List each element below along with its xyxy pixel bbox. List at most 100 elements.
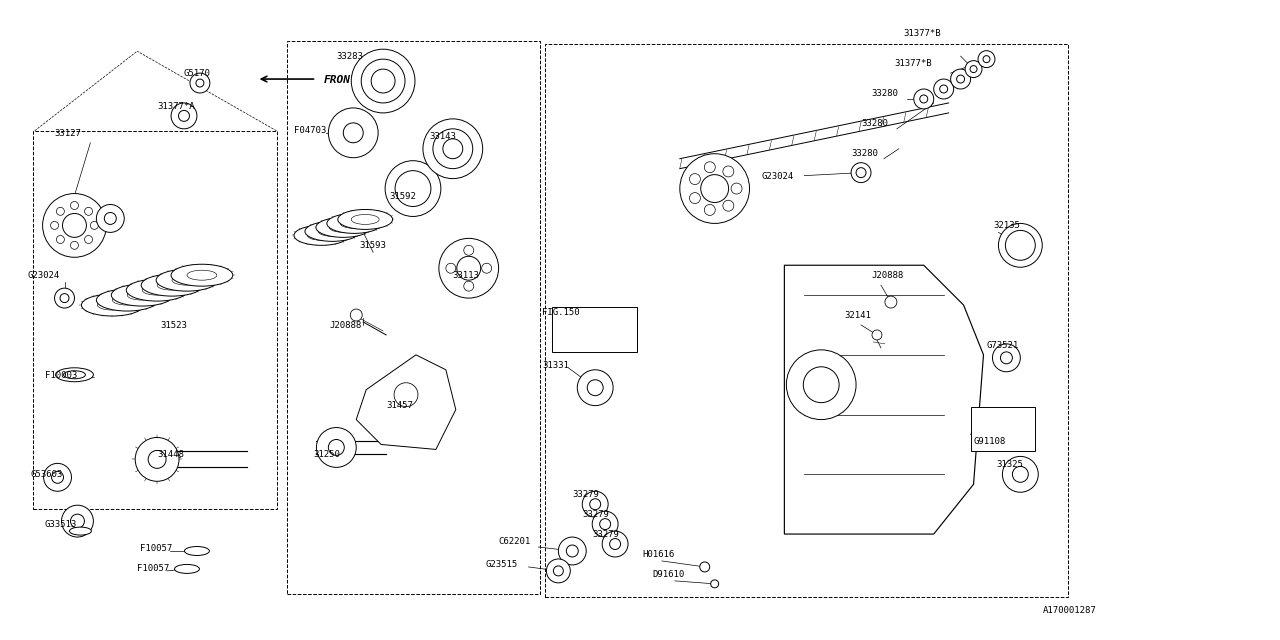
Text: 31377*A: 31377*A xyxy=(157,102,195,111)
Circle shape xyxy=(1012,467,1028,483)
Circle shape xyxy=(933,79,954,99)
Ellipse shape xyxy=(141,274,204,296)
Text: G91108: G91108 xyxy=(974,438,1006,447)
Circle shape xyxy=(1001,352,1012,364)
Circle shape xyxy=(547,559,571,583)
Ellipse shape xyxy=(305,221,360,241)
Ellipse shape xyxy=(127,279,188,301)
Ellipse shape xyxy=(174,564,200,573)
Circle shape xyxy=(599,518,611,529)
Circle shape xyxy=(70,202,78,209)
Circle shape xyxy=(965,61,982,77)
Text: F10057: F10057 xyxy=(137,564,169,573)
Text: 32141: 32141 xyxy=(844,311,870,320)
Circle shape xyxy=(196,79,204,87)
Ellipse shape xyxy=(157,280,187,290)
Circle shape xyxy=(1005,230,1036,260)
Text: 31523: 31523 xyxy=(160,321,187,330)
Circle shape xyxy=(445,263,456,273)
Circle shape xyxy=(872,330,882,340)
Circle shape xyxy=(96,205,124,232)
Circle shape xyxy=(590,499,600,509)
Circle shape xyxy=(609,538,621,550)
Ellipse shape xyxy=(113,295,142,305)
Text: 33143: 33143 xyxy=(429,132,456,141)
Circle shape xyxy=(316,428,356,467)
Circle shape xyxy=(136,438,179,481)
Circle shape xyxy=(351,49,415,113)
Circle shape xyxy=(690,193,700,204)
Circle shape xyxy=(443,139,463,159)
Text: 33280: 33280 xyxy=(861,119,888,128)
Circle shape xyxy=(884,296,897,308)
Bar xyxy=(553,307,637,352)
Text: H01616: H01616 xyxy=(643,550,675,559)
Circle shape xyxy=(361,59,404,103)
Ellipse shape xyxy=(127,290,157,300)
Circle shape xyxy=(723,200,733,211)
Text: 33127: 33127 xyxy=(55,129,82,138)
Text: 33283: 33283 xyxy=(337,52,364,61)
Bar xyxy=(545,44,1068,596)
Circle shape xyxy=(385,161,440,216)
Circle shape xyxy=(84,236,92,243)
Circle shape xyxy=(704,204,716,216)
Circle shape xyxy=(700,175,728,202)
Text: D91610: D91610 xyxy=(652,570,685,579)
Ellipse shape xyxy=(294,225,348,245)
Circle shape xyxy=(433,129,472,169)
Ellipse shape xyxy=(172,275,202,285)
Circle shape xyxy=(91,221,99,229)
Circle shape xyxy=(56,236,64,243)
Circle shape xyxy=(577,370,613,406)
Circle shape xyxy=(70,241,78,250)
Circle shape xyxy=(329,440,344,456)
Text: F04703: F04703 xyxy=(293,126,326,135)
Text: G73521: G73521 xyxy=(987,341,1019,350)
Circle shape xyxy=(351,309,362,321)
Ellipse shape xyxy=(156,269,218,291)
Text: 31325: 31325 xyxy=(996,460,1023,469)
Text: 31457: 31457 xyxy=(387,401,413,410)
Text: 33113: 33113 xyxy=(453,271,480,280)
Circle shape xyxy=(105,212,116,225)
Text: 32135: 32135 xyxy=(993,221,1020,230)
Circle shape xyxy=(189,73,210,93)
Ellipse shape xyxy=(55,368,93,381)
Bar xyxy=(970,406,1036,451)
Circle shape xyxy=(983,56,989,63)
Circle shape xyxy=(723,166,733,177)
Text: J20888: J20888 xyxy=(329,321,362,330)
Ellipse shape xyxy=(187,270,216,280)
Ellipse shape xyxy=(82,294,143,316)
Text: G23024: G23024 xyxy=(762,172,794,180)
Text: 31331: 31331 xyxy=(543,361,570,370)
Circle shape xyxy=(992,344,1020,372)
Circle shape xyxy=(51,471,64,483)
Circle shape xyxy=(56,207,64,215)
Circle shape xyxy=(731,183,742,194)
Text: 33280: 33280 xyxy=(851,148,878,157)
Circle shape xyxy=(970,66,977,72)
Text: G33513: G33513 xyxy=(45,520,77,529)
Text: FIG.150: FIG.150 xyxy=(543,308,580,317)
Circle shape xyxy=(680,154,750,223)
Text: 31592: 31592 xyxy=(389,191,416,200)
Text: F10057: F10057 xyxy=(141,544,173,553)
Circle shape xyxy=(481,263,492,273)
Circle shape xyxy=(178,111,189,122)
Circle shape xyxy=(914,89,933,109)
Ellipse shape xyxy=(184,547,210,556)
Text: 33279: 33279 xyxy=(582,510,609,519)
Text: 31377*B: 31377*B xyxy=(893,59,932,68)
Circle shape xyxy=(978,51,995,68)
Circle shape xyxy=(63,214,87,237)
Text: G5170: G5170 xyxy=(184,69,211,78)
Bar xyxy=(33,131,276,509)
Circle shape xyxy=(457,256,481,280)
Text: G53603: G53603 xyxy=(31,470,63,479)
Circle shape xyxy=(558,537,586,565)
Circle shape xyxy=(55,288,74,308)
Circle shape xyxy=(690,173,700,184)
Circle shape xyxy=(566,545,579,557)
